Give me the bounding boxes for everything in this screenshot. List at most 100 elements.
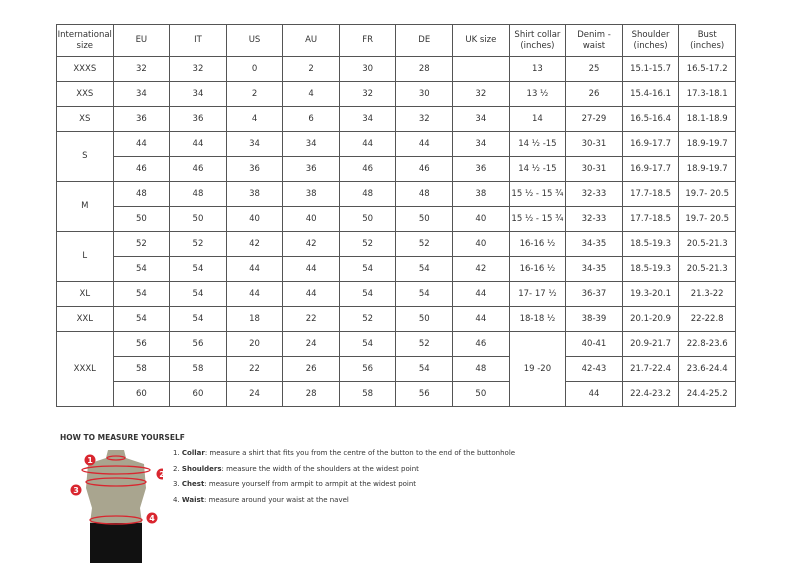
table-cell: 15.1-15.7 [621,56,680,82]
table-cell: 42 [452,256,510,282]
table-cell: 50 [452,381,510,407]
table-cell: 56 [338,356,397,382]
table-cell: 40 [225,206,284,232]
table-cell: 34 [282,131,340,157]
column-header: US [225,24,284,57]
column-header: Denim - waist [565,24,623,57]
table-cell: 22.4-23.2 [621,381,680,407]
table-cell: 44 [225,256,284,282]
table-row: 46 46 36 36 46 46 36 14 ½ -15 30-31 16.9-17.7 18.9… [57,156,736,182]
table-cell: 15 ½ - 15 ¾ [508,181,567,207]
table-cell: 54 [395,256,454,282]
table-cell: 14 ½ -15 [508,131,567,157]
table-cell: 32 [338,81,397,107]
instruction-shoulders: 2. Shoulders: measure the width of the s… [173,464,419,473]
size-cell: XXS [56,81,114,107]
table-cell: 36 [282,156,340,182]
measure-instructions: 1. Collar: measure a shirt that fits you… [173,449,515,511]
table-cell: 19.7- 20.5 [678,206,736,232]
table-cell: 50 [169,206,227,232]
table-cell: 48 [169,181,227,207]
table-cell: 19.7- 20.5 [678,181,736,207]
table-cell: 16-16 ½ [508,231,567,257]
table-row: XXXS 32 32 0 2 30 28 13 25 15.1-15.7 16.5-17.2 [56,56,736,82]
table-cell: 18-18 ½ [508,306,567,332]
table-cell: 15.4-16.1 [621,81,680,107]
size-cell: L [56,231,114,282]
table-cell: 54 [338,256,397,282]
table-cell: 19 -20 [508,331,567,407]
table-cell: 52 [395,331,454,357]
table-cell: 17.3-18.1 [678,81,736,107]
table-row: XS 36 36 4 6 34 32 34 14 27-29 16.5-16.4 18.1-18.9 [56,106,736,132]
table-cell: 44 [452,281,510,307]
table-cell: 28 [395,56,454,82]
table-cell: 46 [169,156,227,182]
column-header: DE [395,24,454,57]
table-cell: 18.5-19.3 [621,256,680,282]
size-cell: XXL [56,306,114,332]
table-cell: 42 [282,231,340,257]
column-header: IT [169,24,227,57]
table-cell: 30 [338,56,397,82]
table-row: 58 58 22 26 56 54 48 42-43 21.7-22.4 23.6-24.4 [57,356,736,382]
table-cell: 44 [282,281,340,307]
svg-text:4: 4 [149,514,155,523]
table-cell: 44 [169,131,227,157]
table-cell: 34 [225,131,284,157]
table-cell: 56 [169,331,227,357]
table-cell: 24 [225,381,284,407]
column-header: International size [56,24,114,57]
table-cell: 54 [338,331,397,357]
table-row: XXS 34 34 2 4 32 30 32 13 ½ 26 15.4-16.1 17.3-18.1 [56,81,736,107]
table-cell: 56 [112,331,171,357]
table-cell: 21.7-22.4 [621,356,680,382]
table-cell: 32-33 [565,181,623,207]
marker-1-icon [84,454,96,466]
table-cell: 54 [338,281,397,307]
torso-illustration: 1 2 3 4 [70,450,163,563]
table-cell: 16.9-17.7 [621,131,680,157]
table-cell: 50 [395,206,454,232]
marker-2-icon [156,468,163,480]
table-cell: 38 [452,181,510,207]
table-cell: 4 [225,106,284,132]
table-cell: 24.4-25.2 [678,381,736,407]
table-cell: 17.7-18.5 [621,206,680,232]
table-cell: 20.1-20.9 [621,306,680,332]
table-cell: 27-29 [565,106,623,132]
table-cell: 56 [395,381,454,407]
table-cell: 44 [225,281,284,307]
table-cell: 44 [452,306,510,332]
table-cell: 13 [508,56,567,82]
table-cell: 18.1-18.9 [678,106,736,132]
table-cell: 34-35 [565,256,623,282]
table-cell: 58 [112,356,171,382]
table-cell: 16.9-17.7 [621,156,680,182]
table-row: S 44 44 34 34 44 44 34 14 ½ -15 30-31 16.9-17.7 18.… [56,131,736,182]
svg-text:2: 2 [159,470,163,479]
table-cell: 34 [112,81,171,107]
table-cell: 48 [112,181,171,207]
table-cell: 50 [338,206,397,232]
table-cell: 34-35 [565,231,623,257]
table-cell: 54 [395,281,454,307]
column-header: AU [282,24,340,57]
table-cell: 24 [282,331,340,357]
measure-title: HOW TO MEASURE YOURSELF [60,433,185,442]
table-cell: 54 [169,281,227,307]
table-cell: 32 [112,56,171,82]
table-cell: 60 [169,381,227,407]
instruction-chest: 3. Chest: measure yourself from armpit t… [173,480,417,488]
table-cell: 36 [169,106,227,132]
table-cell: 40 [452,206,510,232]
table-cell: 54 [112,256,171,282]
table-cell: 46 [112,156,171,182]
table-cell: 25 [565,56,623,82]
size-cell: M [56,181,114,232]
table-cell: 50 [395,306,454,332]
table-cell: 48 [338,181,397,207]
table-cell: 46 [452,331,510,357]
svg-text:3: 3 [73,486,79,495]
table-cell: 16.5-17.2 [678,56,736,82]
